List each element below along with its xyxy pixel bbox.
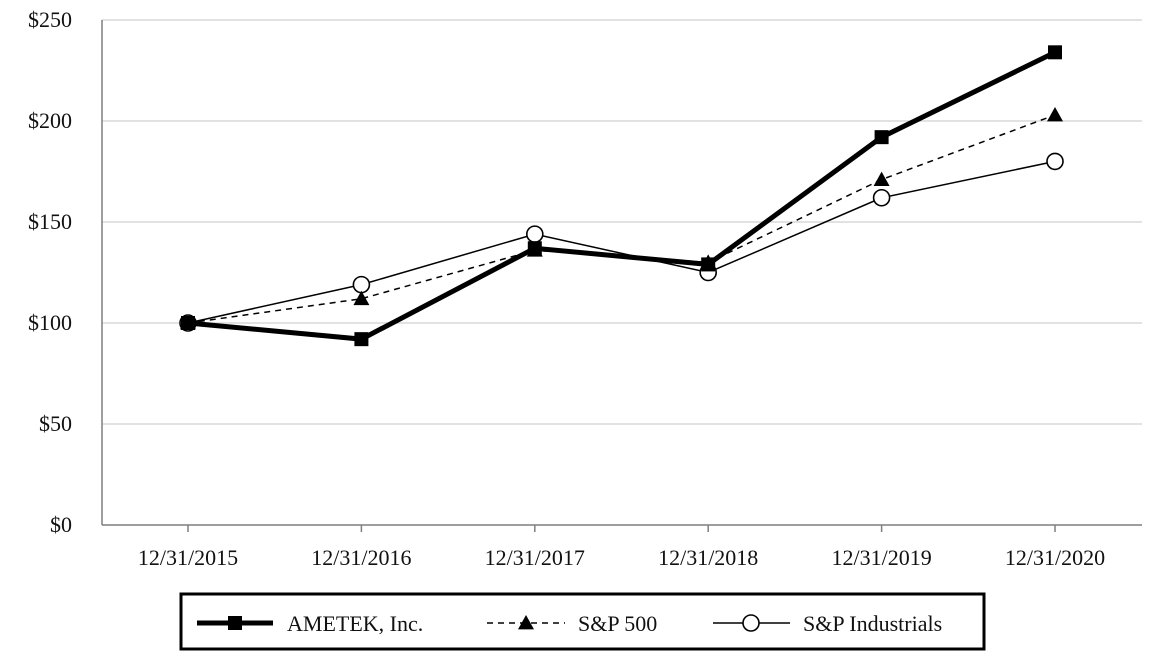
series-line-s-p-industrials (187, 160, 1056, 324)
legend-item-s-p-500: S&P 500 (487, 611, 657, 636)
data-point-ametek-inc (701, 257, 716, 272)
data-point-s-p-industrials (872, 188, 891, 207)
axes (101, 20, 1142, 526)
data-point-ametek-inc (1048, 45, 1062, 60)
data-point-s-p-500 (353, 290, 370, 306)
x-tick-label: 12/31/2019 (831, 545, 931, 570)
series-layer (179, 45, 1064, 347)
y-tick-label: $100 (28, 310, 72, 335)
legend-label-s-p-500: S&P 500 (578, 611, 657, 636)
y-axis-ticks: $0 $50 $100 $150 $200 $250 (28, 7, 72, 537)
data-point-s-p-industrials (352, 275, 371, 294)
series-line-s-p-500 (187, 114, 1056, 324)
y-tick-label: $200 (28, 108, 72, 133)
y-tick-label: $150 (28, 209, 72, 234)
data-point-s-p-500 (1047, 106, 1063, 122)
data-point-ametek-inc (354, 332, 369, 347)
legend: AMETEK, Inc. S&P 500 S&P Industrials (179, 592, 986, 651)
data-point-ametek-inc (527, 241, 542, 256)
y-tick-label: $0 (50, 512, 72, 537)
data-point-ametek-inc (181, 316, 195, 330)
x-tick-label: 12/31/2016 (311, 545, 411, 570)
gridlines (102, 19, 1142, 425)
data-point-ametek-inc (874, 130, 889, 145)
series-ametek-inc (181, 45, 1062, 347)
legend-label-s-p-industrials: S&P Industrials (803, 611, 942, 636)
data-point-s-p-industrials (525, 225, 544, 243)
legend-marker-ametek-inc (228, 616, 242, 630)
data-point-s-p-500 (873, 171, 890, 186)
x-tick-label: 12/31/2018 (658, 545, 758, 570)
legend-item-s-p-industrials: S&P Industrials (713, 611, 942, 636)
x-tick-label: 12/31/2020 (1005, 545, 1105, 570)
legend-label-ametek-inc: AMETEK, Inc. (287, 611, 423, 636)
y-tick-label: $50 (39, 411, 72, 436)
legend-item-ametek-inc: AMETEK, Inc. (197, 611, 423, 636)
legend-marker-s-p-500 (518, 615, 534, 630)
legend-marker-s-p-industrials (742, 614, 760, 632)
legend-box (179, 592, 986, 651)
x-axis-ticks: 12/31/2015 12/31/2016 12/31/2017 12/31/2018… (138, 525, 1105, 570)
series-line-ametek-inc (187, 50, 1057, 342)
x-tick-label: 12/31/2015 (138, 545, 238, 570)
series-s-p-industrials (179, 152, 1064, 332)
data-point-s-p-industrials (1046, 152, 1064, 171)
x-tick-label: 12/31/2017 (485, 545, 585, 570)
y-tick-label: $250 (28, 7, 72, 32)
